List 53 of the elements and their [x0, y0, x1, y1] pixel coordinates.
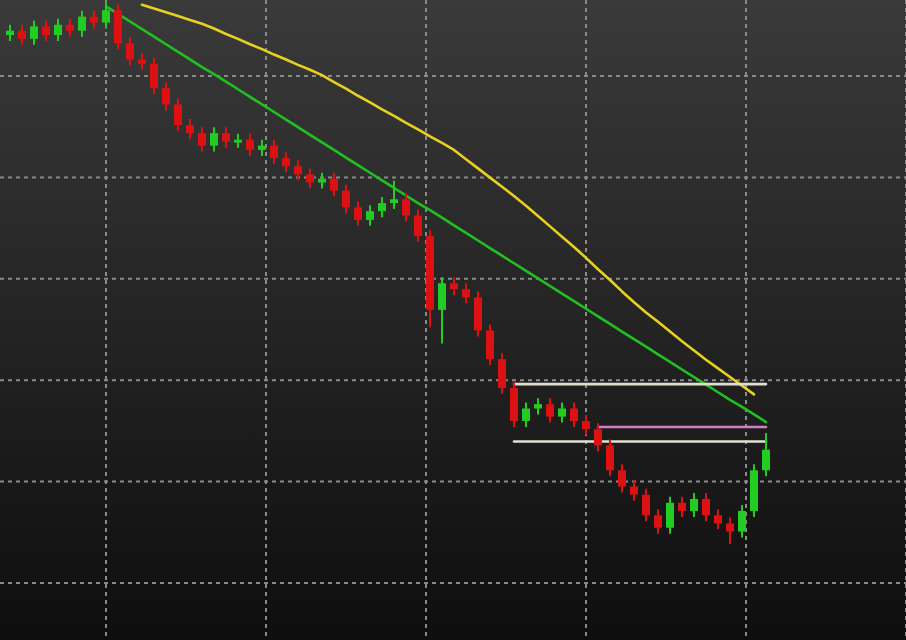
candlestick: [702, 492, 710, 523]
candlestick: [78, 9, 86, 38]
candlestick: [270, 138, 278, 166]
candlestick: [282, 151, 290, 174]
candlestick: [18, 23, 26, 46]
candlestick: [690, 492, 698, 518]
candlestick: [666, 495, 674, 535]
candlestick: [42, 19, 50, 43]
candlestick: [366, 204, 374, 227]
candlestick: [342, 183, 350, 215]
candlestick: [570, 401, 578, 428]
candlestick: [594, 422, 602, 453]
candlestick: [306, 167, 314, 190]
candlestick: [558, 401, 566, 424]
candlestick: [186, 118, 194, 141]
candlestick: [618, 463, 626, 494]
candlestick: [474, 290, 482, 338]
candlestick: [510, 380, 518, 428]
candlestick: [414, 208, 422, 244]
candlestick: [390, 179, 398, 211]
candlestick: [126, 36, 134, 67]
candlestick: [630, 479, 638, 502]
candlestick: [678, 495, 686, 518]
candlestick: [462, 282, 470, 305]
candlestick: [654, 508, 662, 535]
candlestick: [378, 196, 386, 219]
candlestick: [762, 431, 770, 478]
candlestick: [294, 159, 302, 182]
candlestick: [738, 503, 746, 539]
candlestick: [330, 171, 338, 198]
candlestick: [174, 97, 182, 132]
candlestick: [162, 81, 170, 112]
candlestick: [642, 487, 650, 523]
candlestick: [606, 438, 614, 478]
candlestick: [114, 3, 122, 51]
candlestick: [246, 132, 254, 157]
candlestick: [726, 516, 734, 545]
candlestick: [546, 397, 554, 424]
candlestick: [522, 401, 530, 428]
candlestick: [210, 126, 218, 153]
candlestick: [354, 200, 362, 227]
candlestick: [438, 276, 446, 345]
candlestick: [714, 508, 722, 531]
candlestick: [582, 414, 590, 437]
candlestick: [54, 17, 62, 43]
candlestick: [198, 126, 206, 153]
candlestick: [30, 19, 38, 46]
candlestick: [486, 323, 494, 367]
candlestick: [498, 352, 506, 395]
candlestick: [750, 463, 758, 518]
candlestick: [150, 56, 158, 96]
candlestick: [222, 126, 230, 149]
candlestick: [402, 192, 410, 223]
